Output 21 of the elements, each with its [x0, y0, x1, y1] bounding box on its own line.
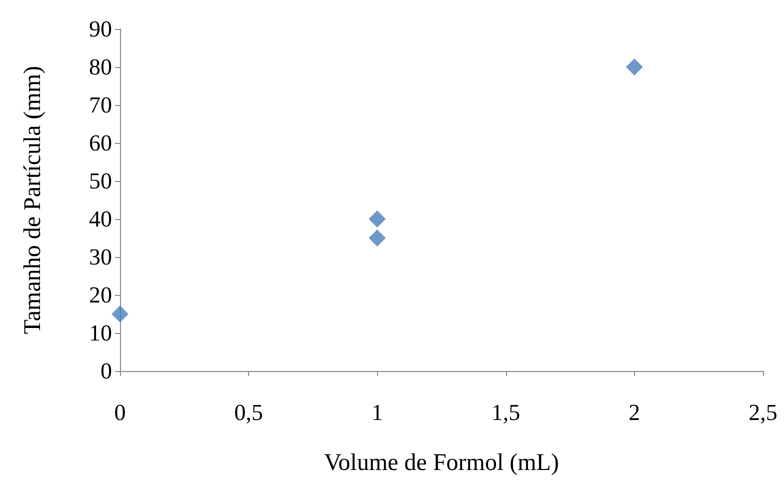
x-axis-title: Volume de Formol (mL): [324, 450, 559, 476]
x-tick-label: 2: [628, 400, 640, 425]
y-tick-label: 80: [89, 54, 112, 80]
y-tick-label: 10: [89, 320, 112, 346]
y-tick-label: 20: [89, 282, 112, 308]
y-tick-label: 90: [89, 16, 112, 42]
point: [626, 58, 643, 76]
x-tick-label: 2,5: [748, 400, 778, 425]
x-tick-label: 0,5: [234, 400, 263, 425]
y-tick-label: 70: [89, 92, 112, 118]
x-tick-label: 1: [371, 400, 383, 425]
point: [368, 210, 386, 228]
y-axis-title: Tamanho de Partícula (mm): [20, 66, 46, 334]
point: [112, 306, 128, 322]
y-tick-label: 40: [89, 206, 112, 232]
y-tick-label: 0: [100, 358, 112, 384]
y-tick-label: 30: [89, 244, 112, 270]
point: [368, 230, 386, 246]
y-tick-label: 60: [89, 130, 112, 156]
y-tick-label: 50: [89, 168, 112, 194]
x-tick-label: 1,5: [491, 400, 520, 425]
